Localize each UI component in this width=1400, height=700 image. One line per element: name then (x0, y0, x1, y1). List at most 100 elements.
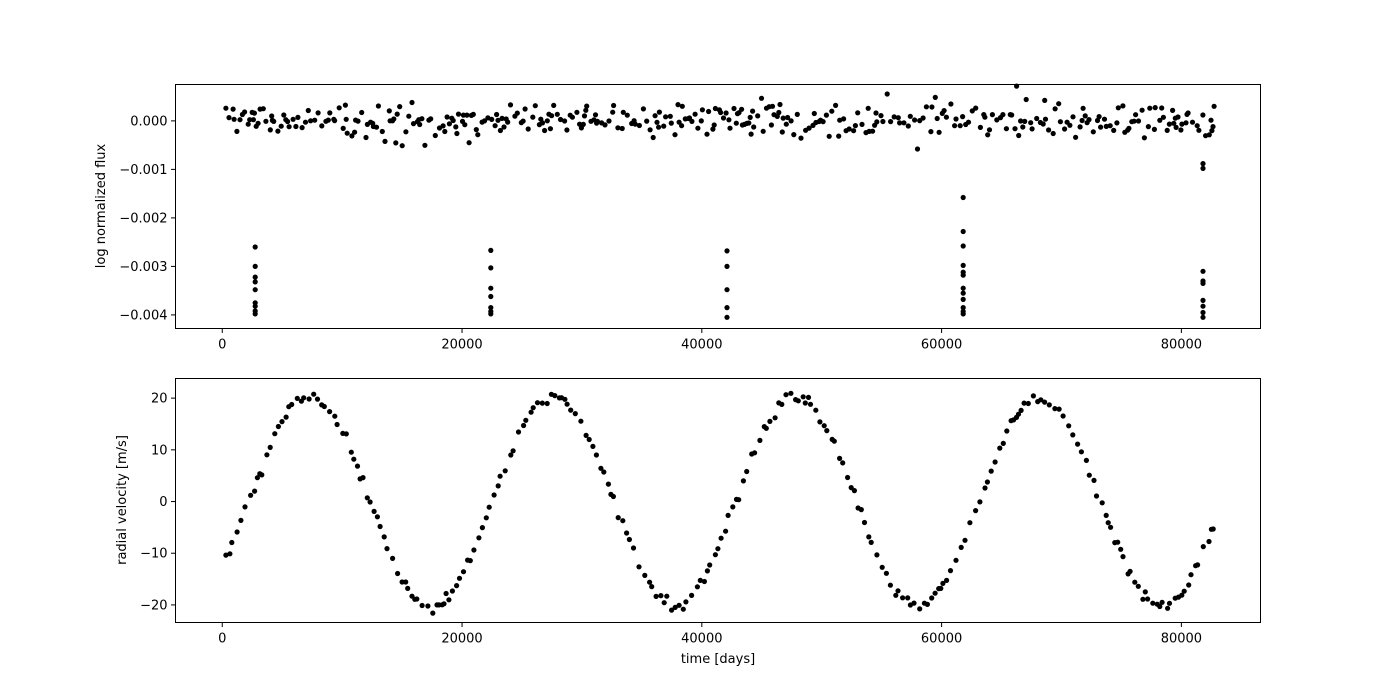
flux-point (668, 120, 674, 126)
rv-point (528, 409, 534, 415)
flux-point (776, 109, 782, 116)
flux-point (704, 131, 710, 137)
flux-point (820, 119, 826, 125)
flux-point (286, 124, 292, 130)
flux-transit-point (960, 228, 966, 235)
rv-point (601, 469, 607, 475)
flux-point (610, 109, 616, 115)
rv-point (911, 600, 917, 606)
flux-point (226, 115, 232, 121)
flux-point (428, 116, 434, 122)
flux-point (747, 114, 753, 120)
flux-point (290, 116, 296, 122)
rv-point (301, 395, 307, 401)
rv-point (306, 396, 312, 402)
flux-transit-point (1200, 165, 1206, 171)
rv-point (800, 394, 806, 400)
rv-point (676, 602, 682, 608)
flux-transit-point (960, 262, 966, 268)
flux-point (667, 113, 673, 119)
flux-point (475, 132, 481, 138)
flux-point (592, 112, 599, 118)
rv-point (958, 544, 964, 551)
flux-point (953, 116, 959, 122)
rv-point (900, 595, 906, 601)
rv-point (351, 456, 357, 462)
flux-point (1152, 105, 1158, 111)
rv-point (539, 400, 545, 406)
rv-point (374, 514, 380, 520)
rv-point (1103, 512, 1109, 519)
flux-point (663, 114, 669, 120)
rv-point (982, 485, 988, 491)
rv-point (725, 512, 731, 519)
flux-point (726, 117, 732, 123)
flux-point (632, 121, 638, 127)
flux-point (312, 117, 318, 123)
rv-point (984, 479, 991, 485)
flux-point (327, 110, 333, 116)
rv-point (578, 418, 584, 424)
flux-point (855, 110, 861, 116)
flux-point (343, 116, 349, 122)
rv-point (772, 415, 778, 421)
rv-point (932, 590, 938, 596)
rv-point (740, 478, 747, 484)
flux-transit-point (488, 311, 494, 317)
flux-point (943, 114, 950, 120)
rv-point (845, 474, 851, 481)
flux-point (841, 116, 847, 122)
flux-point (699, 107, 706, 113)
flux-point (308, 118, 314, 124)
rv-point (988, 468, 994, 474)
x-tick-label: 40000 (681, 632, 722, 647)
flux-point (620, 109, 626, 115)
flux-point (501, 124, 507, 130)
rv-point (874, 552, 880, 558)
rv-point (752, 450, 758, 456)
flux-point (499, 115, 505, 121)
rv-point (1159, 599, 1165, 605)
rv-point (953, 557, 959, 563)
rv-point (630, 545, 637, 551)
rv-point (807, 401, 814, 407)
rv-point (1206, 538, 1212, 545)
x-tick-label: 20000 (441, 338, 482, 353)
rv-point (736, 497, 742, 503)
flux-transit-point (960, 290, 966, 296)
rv-point (947, 568, 954, 574)
flux-transit-point (724, 248, 730, 254)
flux-point (710, 126, 716, 132)
flux-transit-point (488, 305, 494, 311)
flux-point (989, 112, 996, 118)
flux-transit-point (724, 305, 730, 311)
flux-point (450, 117, 456, 124)
flux-panel: 0 20000 40000 60000 80000 0.000 −0.001 −0.002 −… (94, 83, 1261, 353)
flux-point (836, 133, 842, 139)
flux-point (1175, 114, 1181, 120)
flux-point (656, 124, 662, 130)
flux-point (399, 143, 405, 149)
rv-point (1165, 605, 1171, 611)
rv-point (1210, 526, 1216, 532)
flux-point (1046, 127, 1052, 133)
flux-point (444, 114, 450, 120)
rv-point (824, 428, 830, 434)
y-tick-label: 0 (159, 495, 167, 510)
flux-point (751, 124, 757, 130)
x-tick-label: 60000 (921, 632, 962, 647)
flux-point (755, 113, 761, 119)
rv-point (264, 452, 270, 458)
rv-point (730, 504, 736, 510)
rv-point (1142, 589, 1148, 595)
rv-point (783, 392, 789, 398)
flux-point (564, 127, 570, 133)
flux-point (245, 121, 251, 127)
rv-point (502, 468, 508, 474)
flux-point (794, 111, 800, 117)
rv-point (521, 422, 527, 429)
flux-point (1139, 107, 1145, 113)
flux-point (811, 110, 817, 117)
rv-point (1021, 400, 1027, 406)
flux-point (547, 126, 554, 132)
